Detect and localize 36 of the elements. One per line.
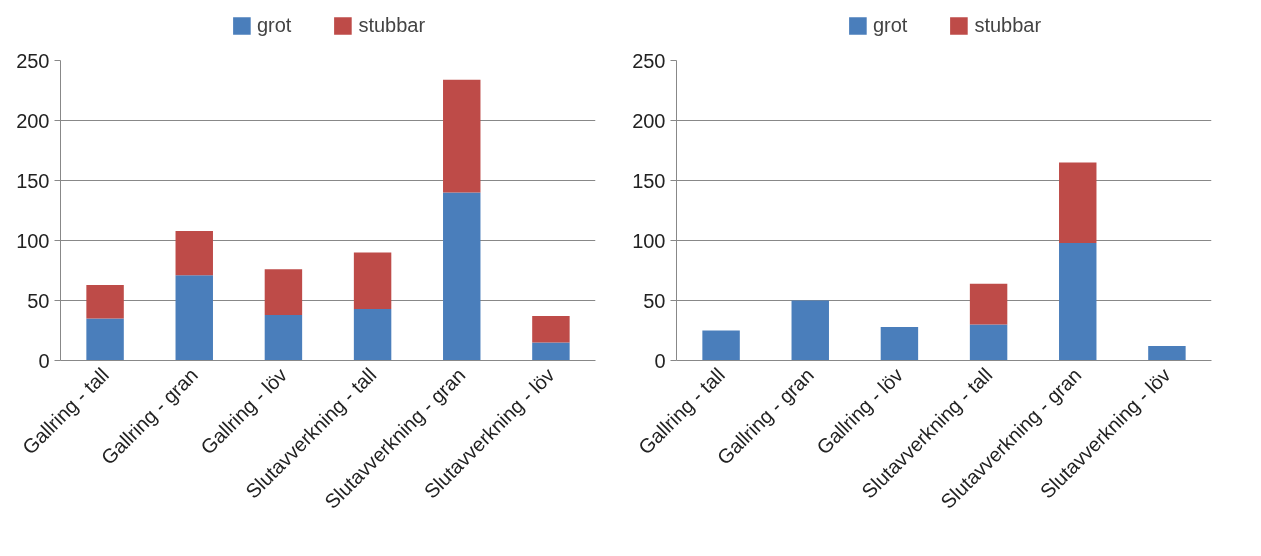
y-tick-label: 0 [38,349,50,372]
bar [443,192,481,361]
y-tick-label: 200 [632,109,666,132]
y-tick-label: 150 [16,169,50,192]
bar [443,79,481,193]
bar [175,230,213,276]
bar [353,252,392,309]
legend-label: grot [872,13,908,37]
y-tick-label: 150 [632,169,666,192]
y-tick-label: 250 [632,49,666,72]
bar [532,316,570,343]
y-tick-label: 50 [643,289,666,312]
bar [1148,346,1186,361]
bar [880,326,919,361]
bar [532,342,570,361]
legend-label: grot [256,13,292,37]
bar [264,314,303,361]
bar [1059,162,1097,243]
bar [264,269,303,315]
bar [353,308,392,361]
bar [1059,242,1097,361]
y-tick-label: 100 [16,229,50,252]
bar [791,300,829,361]
y-tick-label: 50 [27,289,50,312]
bar [175,275,213,361]
bar [86,318,124,361]
y-tick-label: 0 [654,349,666,372]
y-tick-label: 250 [16,49,50,72]
legend-label: stubbar [358,13,426,37]
bar [969,324,1008,361]
legend-label: stubbar [974,13,1042,37]
bar [86,284,124,319]
bar [969,283,1008,325]
y-tick-label: 200 [16,109,50,132]
y-tick-label: 100 [632,229,666,252]
bar [702,330,740,361]
